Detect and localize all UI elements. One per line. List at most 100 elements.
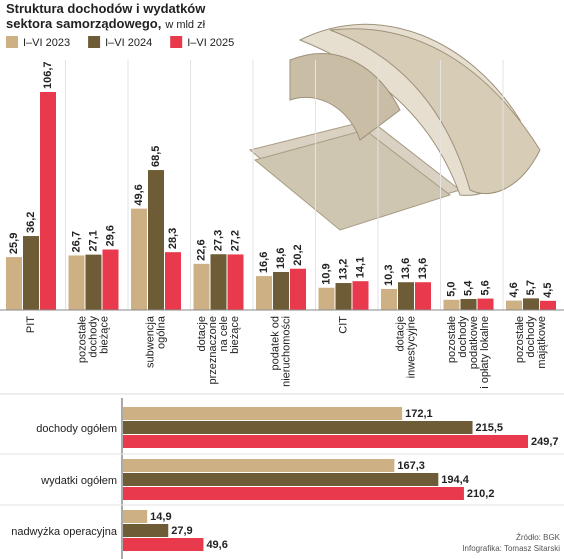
category-label: ogólna — [155, 315, 167, 349]
value-label: 210,2 — [467, 488, 495, 500]
category-label: na cele — [218, 316, 230, 351]
bar — [131, 208, 147, 310]
bar — [227, 254, 244, 310]
value-label: 10,3 — [383, 265, 395, 286]
bar — [102, 249, 119, 310]
value-label: 20,2 — [292, 244, 304, 265]
bar — [318, 287, 335, 310]
bar — [256, 276, 272, 310]
value-label: 5,6 — [479, 280, 491, 295]
bar — [23, 236, 39, 310]
bar — [123, 435, 528, 448]
category-label: podatek od — [269, 316, 281, 370]
value-label: 36,2 — [25, 212, 37, 233]
category-label: pozostałe — [76, 316, 88, 363]
category-label: dochody ogółem — [36, 423, 117, 435]
value-label: 5,7 — [525, 280, 537, 295]
value-label: 22,6 — [195, 239, 207, 260]
value-label: 13,6 — [400, 258, 412, 279]
money-illustration — [248, 23, 541, 231]
value-label: 5,4 — [462, 280, 474, 296]
bar — [210, 254, 227, 310]
bar — [123, 524, 169, 537]
value-label-box — [529, 436, 559, 447]
credit: Infografika: Tomasz Sitarski — [462, 544, 560, 553]
category-label: wydatki ogółem — [40, 475, 117, 487]
category-label: dotacje — [394, 316, 406, 351]
value-label: 18,6 — [275, 248, 287, 269]
bar — [460, 298, 477, 310]
unit: w mld zł — [164, 19, 205, 31]
value-label-box — [473, 422, 504, 433]
bar — [415, 282, 431, 310]
legend-label: I–VI 2024 — [105, 37, 152, 49]
category-label: bieżące — [98, 316, 110, 354]
bar — [85, 254, 102, 310]
category-label: przeznaczone — [207, 316, 219, 385]
value-label-box — [204, 539, 235, 550]
category-label: majątkowe — [536, 316, 548, 369]
value-label: 249,7 — [531, 436, 559, 448]
bar — [506, 300, 522, 310]
bar — [123, 407, 403, 420]
value-label: 27,1 — [87, 230, 99, 251]
category-label: podatkowe — [468, 316, 480, 369]
bar — [335, 283, 352, 310]
category-label: nieruchomości — [280, 316, 292, 387]
value-label: 10,9 — [320, 263, 332, 284]
bar — [273, 271, 289, 310]
category-label: inwestycyjne — [405, 316, 417, 378]
value-label: 27,9 — [171, 525, 192, 537]
value-label: 29,6 — [104, 225, 116, 246]
legend-swatch — [170, 36, 183, 48]
category-label: i opłaty lokalne — [479, 316, 491, 389]
category-label: pozostałe — [514, 316, 526, 363]
value-label: 26,7 — [70, 231, 82, 252]
bar — [165, 252, 181, 310]
category-label: subwencja — [144, 315, 156, 368]
value-label: 106,7 — [42, 61, 54, 89]
value-label-box — [148, 511, 179, 522]
value-label: 14,1 — [354, 257, 366, 278]
category-label: dochody — [525, 316, 537, 358]
value-label: 13,2 — [337, 259, 349, 280]
bar — [540, 300, 556, 310]
value-label: 16,6 — [258, 252, 270, 273]
value-label: 27,2 — [229, 230, 241, 251]
category-label: PIT — [25, 316, 37, 333]
bar — [6, 257, 22, 310]
legend-swatch — [88, 36, 101, 48]
value-label: 167,3 — [397, 460, 425, 472]
bar — [398, 282, 414, 310]
value-label-box — [439, 474, 470, 485]
bar — [381, 288, 397, 310]
bar — [123, 421, 473, 434]
legend-label: I–VI 2025 — [187, 37, 234, 49]
legend-swatch — [6, 36, 18, 48]
bar — [193, 263, 210, 310]
bar — [123, 487, 464, 500]
value-label-box — [169, 525, 200, 536]
bar — [443, 299, 460, 310]
value-label-box — [403, 408, 434, 419]
bar — [123, 459, 395, 472]
value-label: 172,1 — [405, 408, 433, 420]
value-label: 13,6 — [417, 258, 429, 279]
bar — [477, 298, 494, 310]
category-label: dochody — [457, 316, 469, 358]
value-label: 215,5 — [476, 422, 504, 434]
bar — [352, 281, 369, 310]
value-label: 68,5 — [150, 146, 162, 167]
bar — [523, 298, 539, 310]
value-label: 194,4 — [441, 474, 469, 486]
title: Struktura dochodów i wydatków sektora sam… — [6, 1, 206, 31]
bar — [40, 92, 56, 310]
source: Źródło: BGK — [516, 533, 561, 542]
legend-label: I–VI 2023 — [23, 37, 70, 49]
bar — [123, 510, 148, 523]
value-label-box — [464, 488, 495, 499]
value-label: 25,9 — [8, 233, 20, 254]
bar — [148, 170, 164, 310]
value-label: 4,5 — [542, 283, 554, 298]
